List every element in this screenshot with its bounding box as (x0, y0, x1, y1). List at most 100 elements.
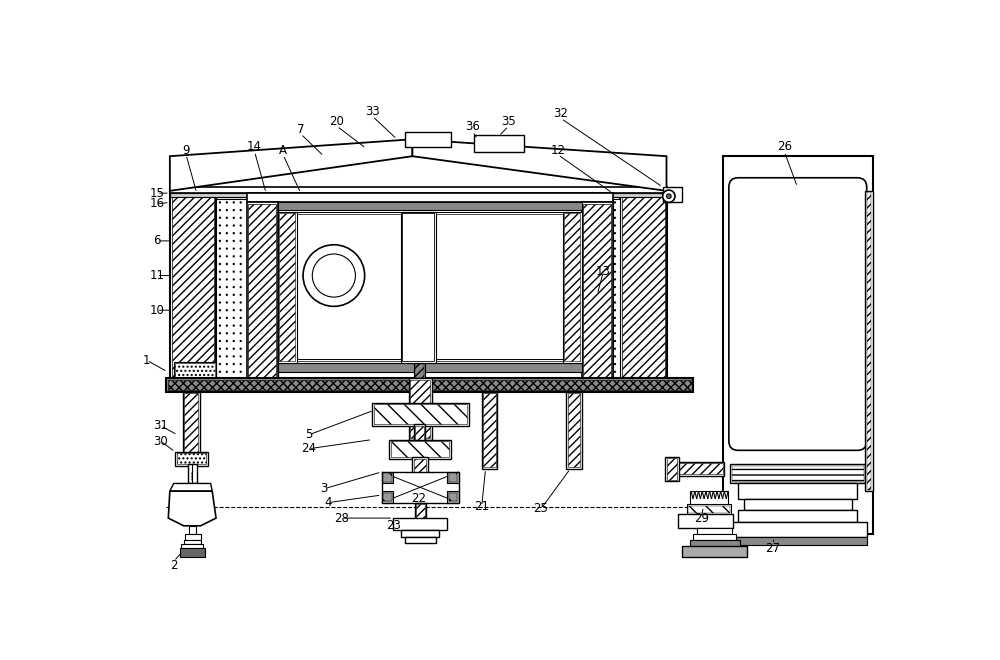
Circle shape (303, 245, 365, 306)
Text: 2: 2 (170, 559, 177, 572)
Polygon shape (613, 199, 620, 380)
Circle shape (240, 348, 242, 350)
Circle shape (219, 317, 221, 319)
Circle shape (219, 232, 221, 234)
Circle shape (614, 263, 616, 265)
Bar (166, 378, 693, 392)
Bar (412, 457, 428, 475)
Text: 31: 31 (153, 419, 168, 432)
Circle shape (219, 286, 221, 288)
Circle shape (233, 201, 235, 203)
Text: A: A (279, 143, 287, 156)
Circle shape (219, 325, 221, 327)
Circle shape (233, 325, 235, 327)
Circle shape (614, 286, 616, 288)
Circle shape (233, 355, 235, 358)
Text: 33: 33 (365, 105, 380, 118)
Text: 4: 4 (324, 496, 331, 510)
Circle shape (667, 194, 671, 199)
Circle shape (240, 355, 242, 358)
Bar (728, 537, 867, 545)
Circle shape (219, 355, 221, 358)
Polygon shape (620, 191, 666, 380)
Circle shape (240, 216, 242, 219)
Circle shape (219, 240, 221, 242)
Bar (738, 483, 857, 499)
Circle shape (219, 340, 221, 342)
Bar (389, 440, 451, 459)
Bar (687, 504, 731, 515)
Circle shape (614, 355, 616, 358)
Bar (247, 193, 613, 203)
Circle shape (233, 209, 235, 211)
Text: 32: 32 (554, 108, 568, 120)
Bar (447, 491, 459, 503)
Text: 22: 22 (411, 492, 426, 506)
Text: 30: 30 (153, 434, 168, 447)
Text: 14: 14 (247, 141, 262, 154)
Circle shape (233, 286, 235, 288)
Circle shape (219, 209, 221, 211)
Circle shape (219, 363, 221, 365)
Text: 9: 9 (182, 143, 190, 156)
Circle shape (226, 240, 228, 242)
Bar (382, 472, 393, 483)
Circle shape (240, 279, 242, 280)
Circle shape (240, 294, 242, 296)
Bar (405, 131, 451, 147)
Polygon shape (170, 191, 216, 380)
Circle shape (240, 340, 242, 342)
Circle shape (219, 216, 221, 219)
Circle shape (240, 317, 242, 319)
Circle shape (219, 279, 221, 280)
Text: 5: 5 (305, 428, 312, 442)
Circle shape (233, 232, 235, 234)
Circle shape (233, 332, 235, 335)
Circle shape (226, 302, 228, 304)
Text: 6: 6 (153, 234, 161, 248)
Bar (184, 540, 201, 544)
Circle shape (226, 224, 228, 226)
Bar (188, 464, 197, 483)
Bar (414, 424, 425, 444)
Circle shape (614, 271, 616, 273)
Circle shape (233, 255, 235, 257)
Bar (744, 499, 852, 510)
Circle shape (219, 224, 221, 226)
Polygon shape (170, 139, 412, 191)
Bar (382, 491, 393, 503)
Circle shape (614, 255, 616, 257)
Bar (278, 362, 582, 372)
Polygon shape (247, 203, 278, 380)
Bar (278, 212, 297, 362)
Circle shape (226, 201, 228, 203)
Circle shape (240, 332, 242, 335)
Circle shape (226, 248, 228, 249)
Circle shape (233, 309, 235, 312)
Bar (175, 452, 208, 466)
Circle shape (240, 240, 242, 242)
Circle shape (240, 325, 242, 327)
Bar (409, 378, 432, 440)
Circle shape (614, 332, 616, 335)
Polygon shape (216, 199, 247, 380)
Circle shape (233, 240, 235, 242)
Bar (474, 135, 524, 152)
Circle shape (240, 309, 242, 312)
Circle shape (614, 371, 616, 373)
Circle shape (233, 279, 235, 280)
Text: 11: 11 (149, 269, 164, 282)
Circle shape (233, 271, 235, 273)
Circle shape (233, 340, 235, 342)
Circle shape (614, 309, 616, 312)
Bar (447, 472, 459, 483)
Text: 15: 15 (149, 187, 164, 200)
Circle shape (614, 232, 616, 234)
Text: 35: 35 (501, 115, 516, 128)
Circle shape (226, 263, 228, 265)
Circle shape (240, 232, 242, 234)
Polygon shape (582, 203, 613, 380)
Bar (312, 263, 355, 290)
Bar (738, 510, 857, 522)
Circle shape (226, 371, 228, 373)
